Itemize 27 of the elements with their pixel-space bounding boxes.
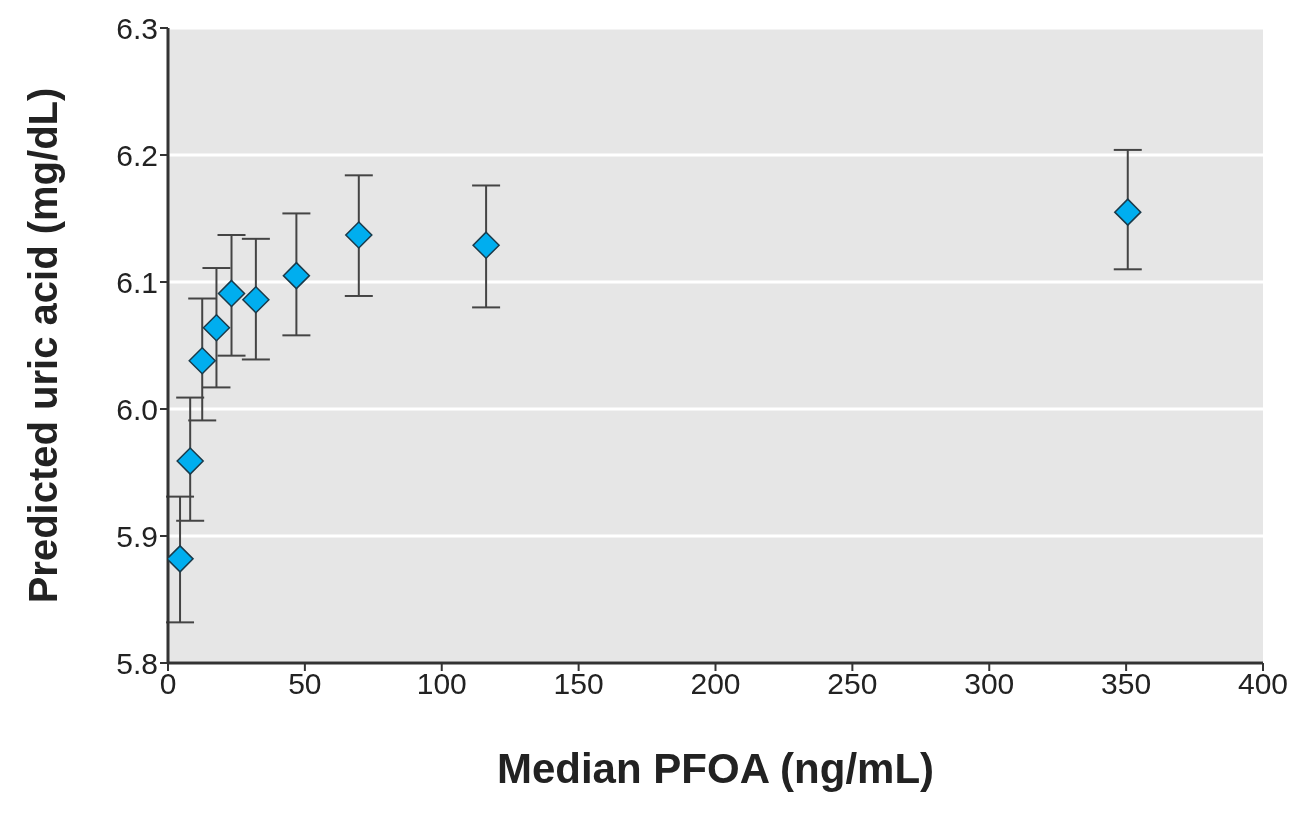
x-tick-label: 250 xyxy=(827,667,878,701)
x-tick-label: 350 xyxy=(1101,667,1152,701)
x-tick-label: 0 xyxy=(159,667,177,701)
point xyxy=(176,447,204,475)
x-tick-label: 150 xyxy=(553,667,604,701)
x-tick-label: 200 xyxy=(690,667,741,701)
point xyxy=(188,346,216,375)
y-tick-label: 6.0 xyxy=(116,392,158,426)
point xyxy=(168,545,194,573)
x-tick-label: 100 xyxy=(416,667,467,701)
point xyxy=(202,313,231,342)
x-tick-label: 300 xyxy=(964,667,1015,701)
y-tick-label: 6.3 xyxy=(116,11,158,45)
y-tick-label: 6.2 xyxy=(116,138,158,172)
point xyxy=(217,279,246,308)
y-axis-title: Predicted uric acid (mg/dL) xyxy=(21,87,66,604)
y-tick-label: 5.8 xyxy=(116,646,158,680)
x-tick-label: 50 xyxy=(288,667,322,701)
point xyxy=(282,261,311,290)
point xyxy=(1114,198,1142,226)
point xyxy=(242,286,270,314)
y-tick-label: 6.1 xyxy=(116,265,158,299)
x-tick-label: 400 xyxy=(1237,667,1289,701)
x-axis-title: Median PFOA (ng/mL) xyxy=(496,745,935,792)
y-tick-label: 5.9 xyxy=(116,519,158,553)
point xyxy=(472,231,500,259)
point xyxy=(345,221,373,249)
